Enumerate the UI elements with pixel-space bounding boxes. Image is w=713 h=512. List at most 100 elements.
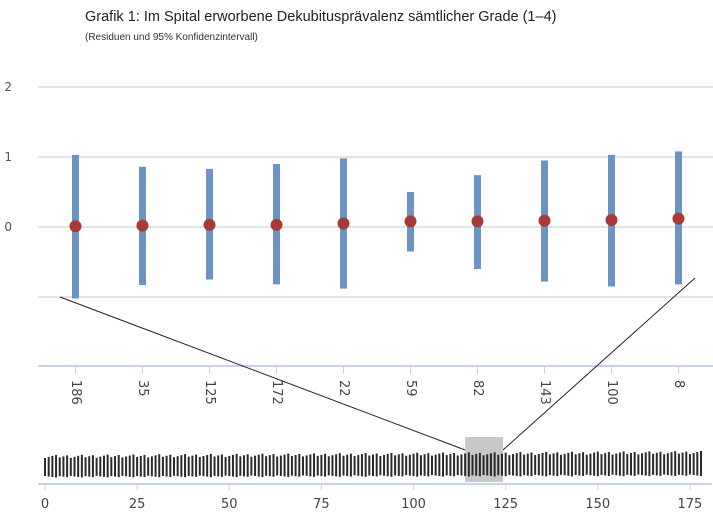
navigator-interval: [250, 456, 253, 476]
navigator-interval: [467, 452, 470, 477]
zoom-line-right: [502, 277, 696, 451]
navigator-interval: [202, 456, 205, 477]
navigator-interval: [150, 456, 153, 477]
navigator-interval: [427, 453, 430, 477]
navigator-tick-label: 125: [493, 497, 518, 512]
navigator-interval: [390, 452, 393, 477]
navigator-interval: [482, 455, 485, 475]
navigator-interval: [375, 453, 378, 477]
navigator-interval: [567, 452, 570, 476]
navigator-interval: [394, 455, 397, 476]
residual-point: [203, 218, 216, 231]
navigator-interval: [125, 456, 128, 477]
navigator-interval: [666, 453, 669, 476]
navigator-interval: [161, 456, 164, 476]
navigator-interval: [143, 454, 146, 478]
navigator-interval: [187, 456, 190, 476]
navigator-interval: [209, 453, 212, 478]
navigator-interval: [508, 455, 511, 475]
navigator-interval: [670, 452, 673, 476]
navigator-interval: [493, 452, 496, 477]
navigator-interval: [128, 455, 131, 477]
navigator-tick-label: 150: [585, 497, 610, 512]
navigator-interval: [114, 456, 117, 477]
navigator-interval: [615, 453, 618, 476]
navigator-interval: [600, 454, 603, 475]
navigator-interval: [172, 457, 175, 476]
navigator-interval: [449, 454, 452, 476]
navigator-interval: [44, 458, 46, 476]
navigator-interval: [191, 455, 194, 477]
navigator-interval: [504, 452, 507, 477]
navigator-interval: [95, 457, 98, 476]
y-tick-label: 2: [4, 80, 12, 94]
navigator-tick-label: 75: [313, 497, 330, 512]
navigator-interval: [629, 452, 632, 476]
navigator-interval: [195, 454, 198, 477]
navigator-interval: [571, 451, 574, 477]
navigator-interval: [552, 453, 555, 476]
navigator-interval: [180, 455, 183, 477]
navigator-interval: [559, 454, 562, 475]
navigator-interval: [688, 454, 691, 475]
y-tick-label: 1: [4, 150, 12, 164]
navigator-interval: [692, 453, 695, 476]
x-tick-label: 82: [470, 380, 485, 397]
navigator-interval: [335, 454, 338, 477]
navigator-interval: [453, 453, 456, 477]
navigator-interval: [611, 454, 614, 475]
navigator-interval: [231, 454, 234, 477]
navigator-interval: [357, 455, 360, 476]
residual-point: [337, 217, 350, 230]
navigator-interval: [430, 455, 433, 476]
navigator-interval: [272, 454, 275, 477]
navigator-interval: [537, 453, 540, 476]
navigator-interval: [198, 457, 201, 476]
navigator-interval: [644, 452, 647, 476]
navigator-interval: [423, 454, 426, 476]
navigator-interval: [408, 454, 411, 476]
navigator-interval: [88, 456, 91, 477]
y-tick-label: 0: [4, 220, 12, 234]
navigator-interval: [154, 455, 157, 477]
x-tick-label: 186: [68, 380, 83, 405]
navigator-interval: [372, 454, 374, 476]
navigator-interval: [106, 454, 109, 478]
navigator-interval: [257, 454, 260, 477]
navigator-interval: [80, 454, 83, 478]
navigator-interval: [66, 455, 69, 478]
navigator-interval: [526, 453, 529, 476]
x-tick-label: 143: [537, 380, 552, 405]
navigator-interval: [677, 453, 680, 475]
navigator-interval: [663, 454, 666, 475]
navigator-tick-label: 50: [221, 497, 238, 512]
navigator-tick-label: 100: [401, 497, 426, 512]
residual-point: [605, 214, 618, 226]
navigator-interval: [685, 451, 688, 476]
navigator-interval: [478, 452, 481, 477]
navigator-interval: [368, 455, 371, 476]
navigator-interval: [220, 454, 223, 477]
navigator-interval: [313, 453, 316, 477]
navigator-interval: [243, 455, 246, 477]
navigator-interval: [497, 454, 500, 476]
navigator-interval: [604, 453, 607, 476]
navigator-interval: [593, 452, 596, 476]
navigator-interval: [655, 452, 658, 476]
navigator-interval: [316, 455, 319, 476]
navigator-interval: [523, 454, 526, 476]
navigator-interval: [294, 454, 297, 477]
x-tick-label: 35: [135, 380, 150, 397]
navigator-interval: [320, 454, 323, 477]
zoom-line-left: [59, 296, 466, 451]
navigator-interval: [99, 456, 102, 477]
navigator-interval: [309, 454, 312, 477]
navigator-interval: [674, 451, 677, 477]
navigator-interval: [379, 455, 382, 476]
navigator-interval: [386, 453, 389, 477]
navigator[interactable]: 0 25 50 75 100 125 150 175: [38, 437, 712, 512]
navigator-interval: [213, 456, 216, 476]
navigator-interval: [224, 456, 227, 476]
navigator-interval: [102, 455, 105, 477]
navigator-interval: [397, 454, 400, 476]
